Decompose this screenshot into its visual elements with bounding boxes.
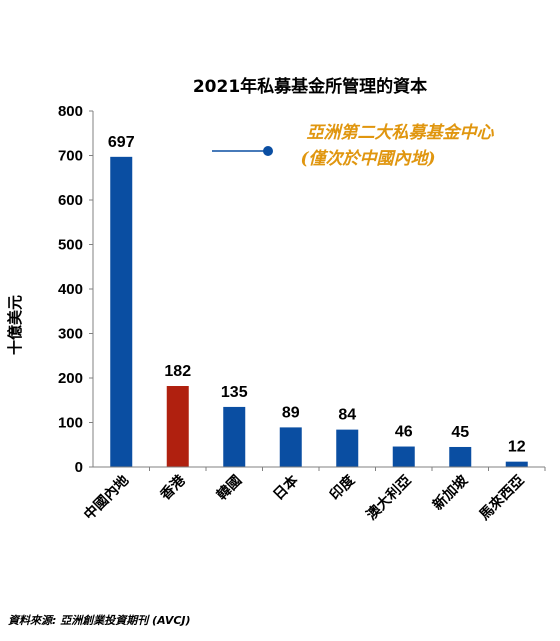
bar-3 <box>279 427 302 467</box>
annotation-line-1: 亞洲第二大私募基金中心 <box>307 123 495 143</box>
bar-6 <box>449 446 472 467</box>
y-tick-label: 0 <box>75 459 83 476</box>
x-tick-label-4: 印度 <box>326 471 359 504</box>
data-label-6: 45 <box>451 424 469 441</box>
x-tick-label-0: 中國內地 <box>80 472 132 524</box>
bar-1 <box>166 386 189 467</box>
y-tick-label: 600 <box>58 192 83 209</box>
data-label-1: 182 <box>164 363 191 380</box>
annotation-marker-dot <box>263 146 273 156</box>
y-axis-ticks: 0 100 200 300 400 500 600 700 800 <box>58 103 93 476</box>
bar-5 <box>392 446 415 467</box>
bars <box>110 156 528 467</box>
bar-2 <box>223 406 246 467</box>
y-tick-label: 300 <box>58 326 83 343</box>
data-label-7: 12 <box>508 439 526 456</box>
x-tick-label-6: 新加坡 <box>429 471 471 513</box>
bar-0 <box>110 156 133 467</box>
source-note: 資料來源: 亞洲創業投資期刊 (AVCJ) <box>8 614 191 627</box>
data-labels: 697 182 135 89 84 46 45 12 <box>108 134 526 456</box>
y-tick-label: 400 <box>58 281 83 298</box>
data-label-0: 697 <box>108 134 135 151</box>
x-tick-label-5: 澳大利亞 <box>363 472 415 524</box>
x-axis-ticks: 中國內地 香港 韓國 日本 印度 澳大利亞 新加坡 馬來西亞 <box>80 467 546 524</box>
x-tick-label-2: 韓國 <box>213 472 245 504</box>
x-tick-label-3: 日本 <box>270 471 303 504</box>
data-label-4: 84 <box>338 407 356 424</box>
chart-title: 2021年私募基金所管理的資本 <box>193 76 427 97</box>
bar-4 <box>336 429 359 467</box>
y-tick-label: 500 <box>58 237 83 254</box>
data-label-2: 135 <box>221 384 248 401</box>
y-axis-label: 十億美元 <box>6 295 24 355</box>
x-tick-label-1: 香港 <box>156 471 189 504</box>
y-tick-label: 200 <box>58 370 83 387</box>
y-tick-label: 100 <box>58 415 83 432</box>
bar-7 <box>505 461 528 467</box>
y-tick-label: 700 <box>58 148 83 165</box>
data-label-5: 46 <box>395 424 413 441</box>
data-label-3: 89 <box>282 404 300 421</box>
y-tick-label: 800 <box>58 103 83 120</box>
x-tick-label-7: 馬來西亞 <box>476 472 528 524</box>
annotation-line-2: (僅次於中國內地) <box>300 149 435 169</box>
